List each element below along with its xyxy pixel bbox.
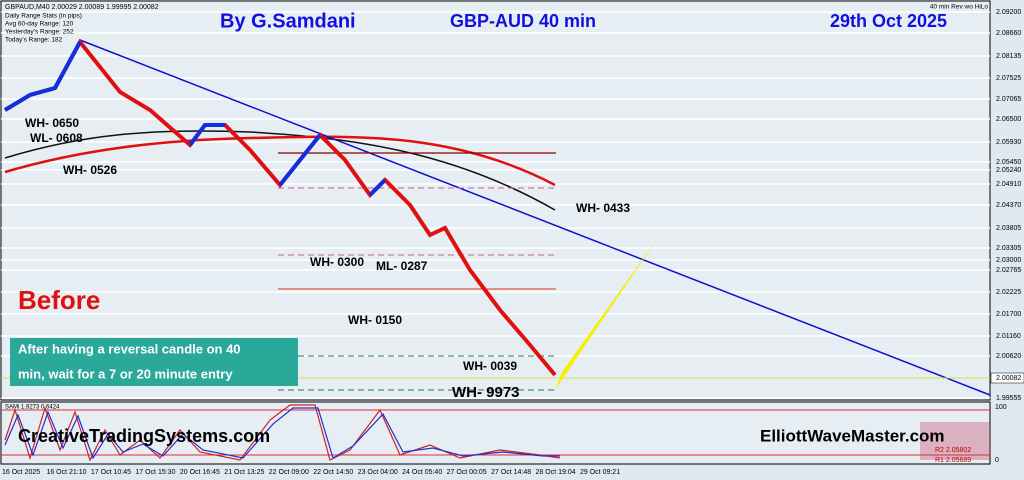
axes: 2.09200 2.08660 2.08135 2.07525 2.07065 2.065… [2, 9, 1024, 476]
indicator-scale: 0 [995, 457, 999, 464]
price-label: 2.01160 [996, 333, 1021, 340]
price-label: 2.07525 [996, 75, 1021, 82]
author: By G.Samdani [220, 10, 356, 32]
site: CreativeTradingSystems.com [18, 426, 270, 446]
level-label: ML- 0287 [376, 259, 428, 273]
price-label: 2.05240 [996, 167, 1021, 174]
price-path [368, 178, 387, 197]
price-label: 1.99555 [996, 395, 1021, 402]
indicator-box [920, 422, 990, 460]
level-label: WH- 0039 [463, 359, 517, 373]
price-marker [990, 372, 1024, 384]
price-label: 2.03805 [996, 225, 1021, 232]
moving-average [4, 135, 556, 187]
price-label: 2.05930 [996, 139, 1021, 146]
stat: Yesterday's Range: 252 [5, 29, 74, 36]
price-label: 2.04910 [996, 181, 1021, 188]
price-path [278, 133, 322, 187]
indicator-label: SAMi 1.9273 0.6424 [5, 405, 60, 411]
note: After having a reversal candle on 40 [18, 341, 241, 356]
stat: Avg 60-day Range: 120 [5, 21, 74, 28]
time-label: 28 Oct 19:04 [536, 469, 576, 476]
pivot-label: R1 2.05689 [935, 457, 971, 464]
indicator-name: 40 min Rev wo HiLo [930, 4, 989, 11]
level-label: WL- 0608 [30, 131, 83, 145]
time-label: 16 Oct 2025 [2, 469, 40, 476]
time-label: 17 Oct 10:45 [91, 469, 131, 476]
time-label: 22 Oct 09:00 [269, 469, 309, 476]
time-label: 22 Oct 14:50 [313, 469, 353, 476]
arrow [555, 235, 660, 390]
main-pane [0, 0, 991, 401]
symbol-info: GBPAUD,M40 2.00029 2.00089 1.99995 2.000… [5, 4, 159, 11]
time-label: 29 Oct 09:21 [580, 469, 620, 476]
time-label: 23 Oct 04:00 [358, 469, 398, 476]
price-label: 2.01700 [996, 311, 1021, 318]
price-label: 2.03305 [996, 245, 1021, 252]
price-label: 2.02765 [996, 267, 1021, 274]
before-label: Before [18, 285, 100, 315]
price-label: 2.06500 [996, 116, 1021, 123]
level-label: WH- 0150 [348, 313, 402, 327]
level-label: WH- 0526 [63, 163, 117, 177]
stat: Today's Range: 182 [5, 37, 63, 44]
date: 29th Oct 2025 [830, 11, 947, 31]
time-label: 20 Oct 16:45 [180, 469, 220, 476]
indicator-line [4, 404, 561, 462]
trend-line [79, 39, 991, 396]
indicator-scale: 100 [995, 404, 1007, 411]
price-path [188, 123, 225, 147]
stats-title: Daily Range Stats (in pips) [5, 13, 82, 20]
level-label: WH- 0300 [310, 255, 364, 269]
time-label: 27 Oct 00:05 [447, 469, 487, 476]
level-label: WH- 9973 [452, 384, 520, 401]
moving-average [4, 130, 556, 211]
level-label: WH- 0650 [25, 116, 79, 130]
price-label: 2.00620 [996, 353, 1021, 360]
time-label: 24 Oct 05:40 [402, 469, 442, 476]
time-label: 21 Oct 13:25 [224, 469, 264, 476]
price-path [3, 41, 82, 112]
time-label: 16 Oct 21:10 [46, 469, 86, 476]
price-label: 2.03000 [996, 257, 1021, 264]
time-label: 27 Oct 14:48 [491, 469, 531, 476]
pair: GBP-AUD 40 min [450, 11, 596, 31]
price-label: 2.00082 [996, 375, 1021, 382]
price-label: 2.07065 [996, 96, 1021, 103]
site: ElliottWaveMaster.com [760, 426, 945, 445]
price-label: 2.04370 [996, 202, 1021, 209]
price-label: 2.08135 [996, 53, 1021, 60]
price-label: 2.05450 [996, 159, 1021, 166]
indicator-line [4, 407, 560, 460]
price-label: 2.02225 [996, 289, 1021, 296]
note-box [10, 338, 298, 386]
pivot-label: R2 2.05802 [935, 447, 971, 454]
price-label: 2.08660 [996, 30, 1021, 37]
price-label: 2.09200 [996, 9, 1021, 16]
level-label: WH- 0433 [576, 201, 630, 215]
time-label: 17 Oct 15:30 [135, 469, 175, 476]
note: min, wait for a 7 or 20 minute entry [18, 366, 233, 381]
